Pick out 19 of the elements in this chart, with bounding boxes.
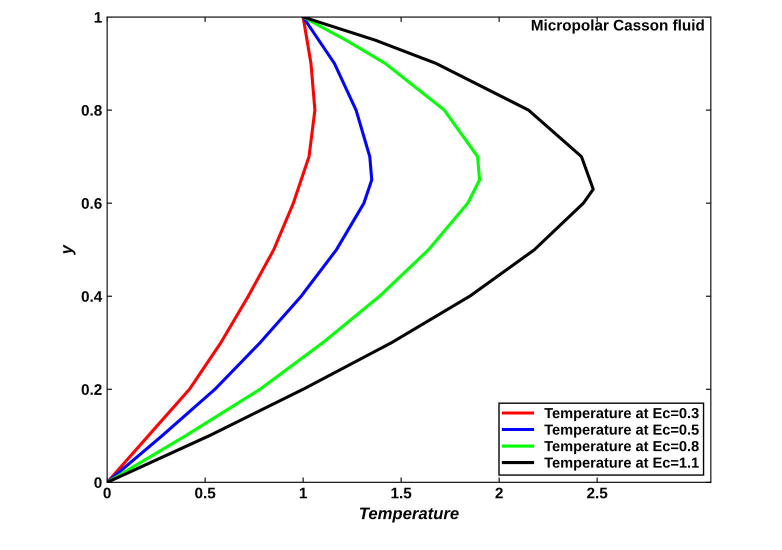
y-tick-label: 0 (94, 477, 102, 488)
legend-label: Temperature at Ec=0.8 (544, 440, 699, 454)
legend-label: Temperature at Ec=0.5 (544, 424, 699, 438)
y-tick-label: 0.8 (82, 104, 102, 116)
x-tick-label: 1 (300, 488, 307, 498)
annotation: Micropolar Casson fluid (532, 19, 704, 34)
x-tick-label: 0.5 (195, 488, 216, 498)
x-axis-title: Temperature (360, 508, 459, 523)
y-axis-title: y (63, 244, 76, 256)
x-tick-label: 1.5 (391, 488, 412, 498)
y-tick-label: 1 (94, 12, 102, 23)
y-tick-label: 0.6 (82, 198, 102, 209)
x-tick-label: 2 (495, 488, 503, 498)
legend-label: Temperature at Ec=1.1 (544, 458, 699, 471)
legend-label: Temperature at Ec=0.3 (544, 408, 699, 422)
y-tick-label: 0.4 (82, 291, 102, 302)
y-tick-label: 0.2 (82, 384, 102, 395)
x-tick-label: 2.5 (587, 488, 608, 498)
x-tick-label: 0 (103, 488, 111, 498)
